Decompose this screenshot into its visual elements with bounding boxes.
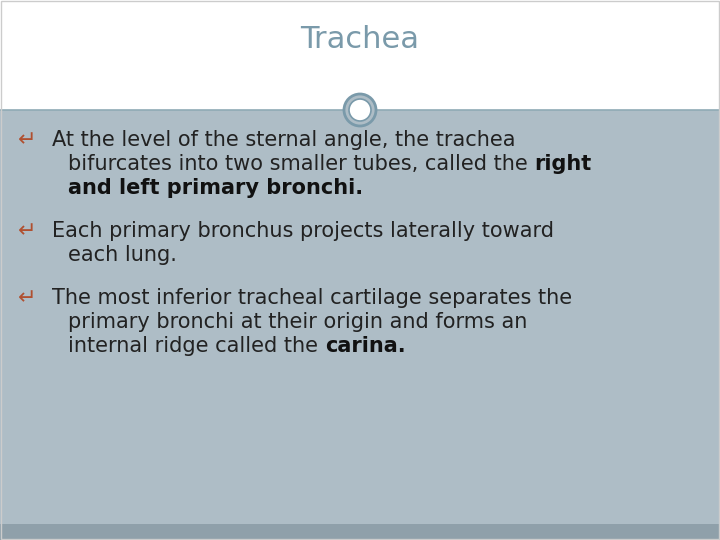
Circle shape	[349, 99, 371, 121]
Text: The most inferior tracheal cartilage separates the: The most inferior tracheal cartilage sep…	[52, 288, 572, 308]
Text: each lung.: each lung.	[68, 245, 177, 265]
Text: ↵: ↵	[18, 221, 37, 241]
Text: ↵: ↵	[18, 288, 37, 308]
FancyBboxPatch shape	[0, 110, 720, 540]
Text: Trachea: Trachea	[300, 25, 420, 55]
Text: internal ridge called the: internal ridge called the	[68, 336, 325, 356]
FancyBboxPatch shape	[0, 524, 720, 540]
Text: primary bronchi at their origin and forms an: primary bronchi at their origin and form…	[68, 313, 527, 333]
Text: ↵: ↵	[18, 130, 37, 150]
Text: carina.: carina.	[325, 336, 405, 356]
Text: At the level of the sternal angle, the trachea: At the level of the sternal angle, the t…	[52, 130, 516, 150]
Circle shape	[344, 94, 376, 126]
Text: Each primary bronchus projects laterally toward: Each primary bronchus projects laterally…	[52, 221, 554, 241]
Text: right: right	[534, 154, 592, 174]
Text: bifurcates into two smaller tubes, called the: bifurcates into two smaller tubes, calle…	[68, 154, 534, 174]
Text: and left primary bronchi.: and left primary bronchi.	[68, 178, 363, 198]
FancyBboxPatch shape	[0, 0, 720, 110]
